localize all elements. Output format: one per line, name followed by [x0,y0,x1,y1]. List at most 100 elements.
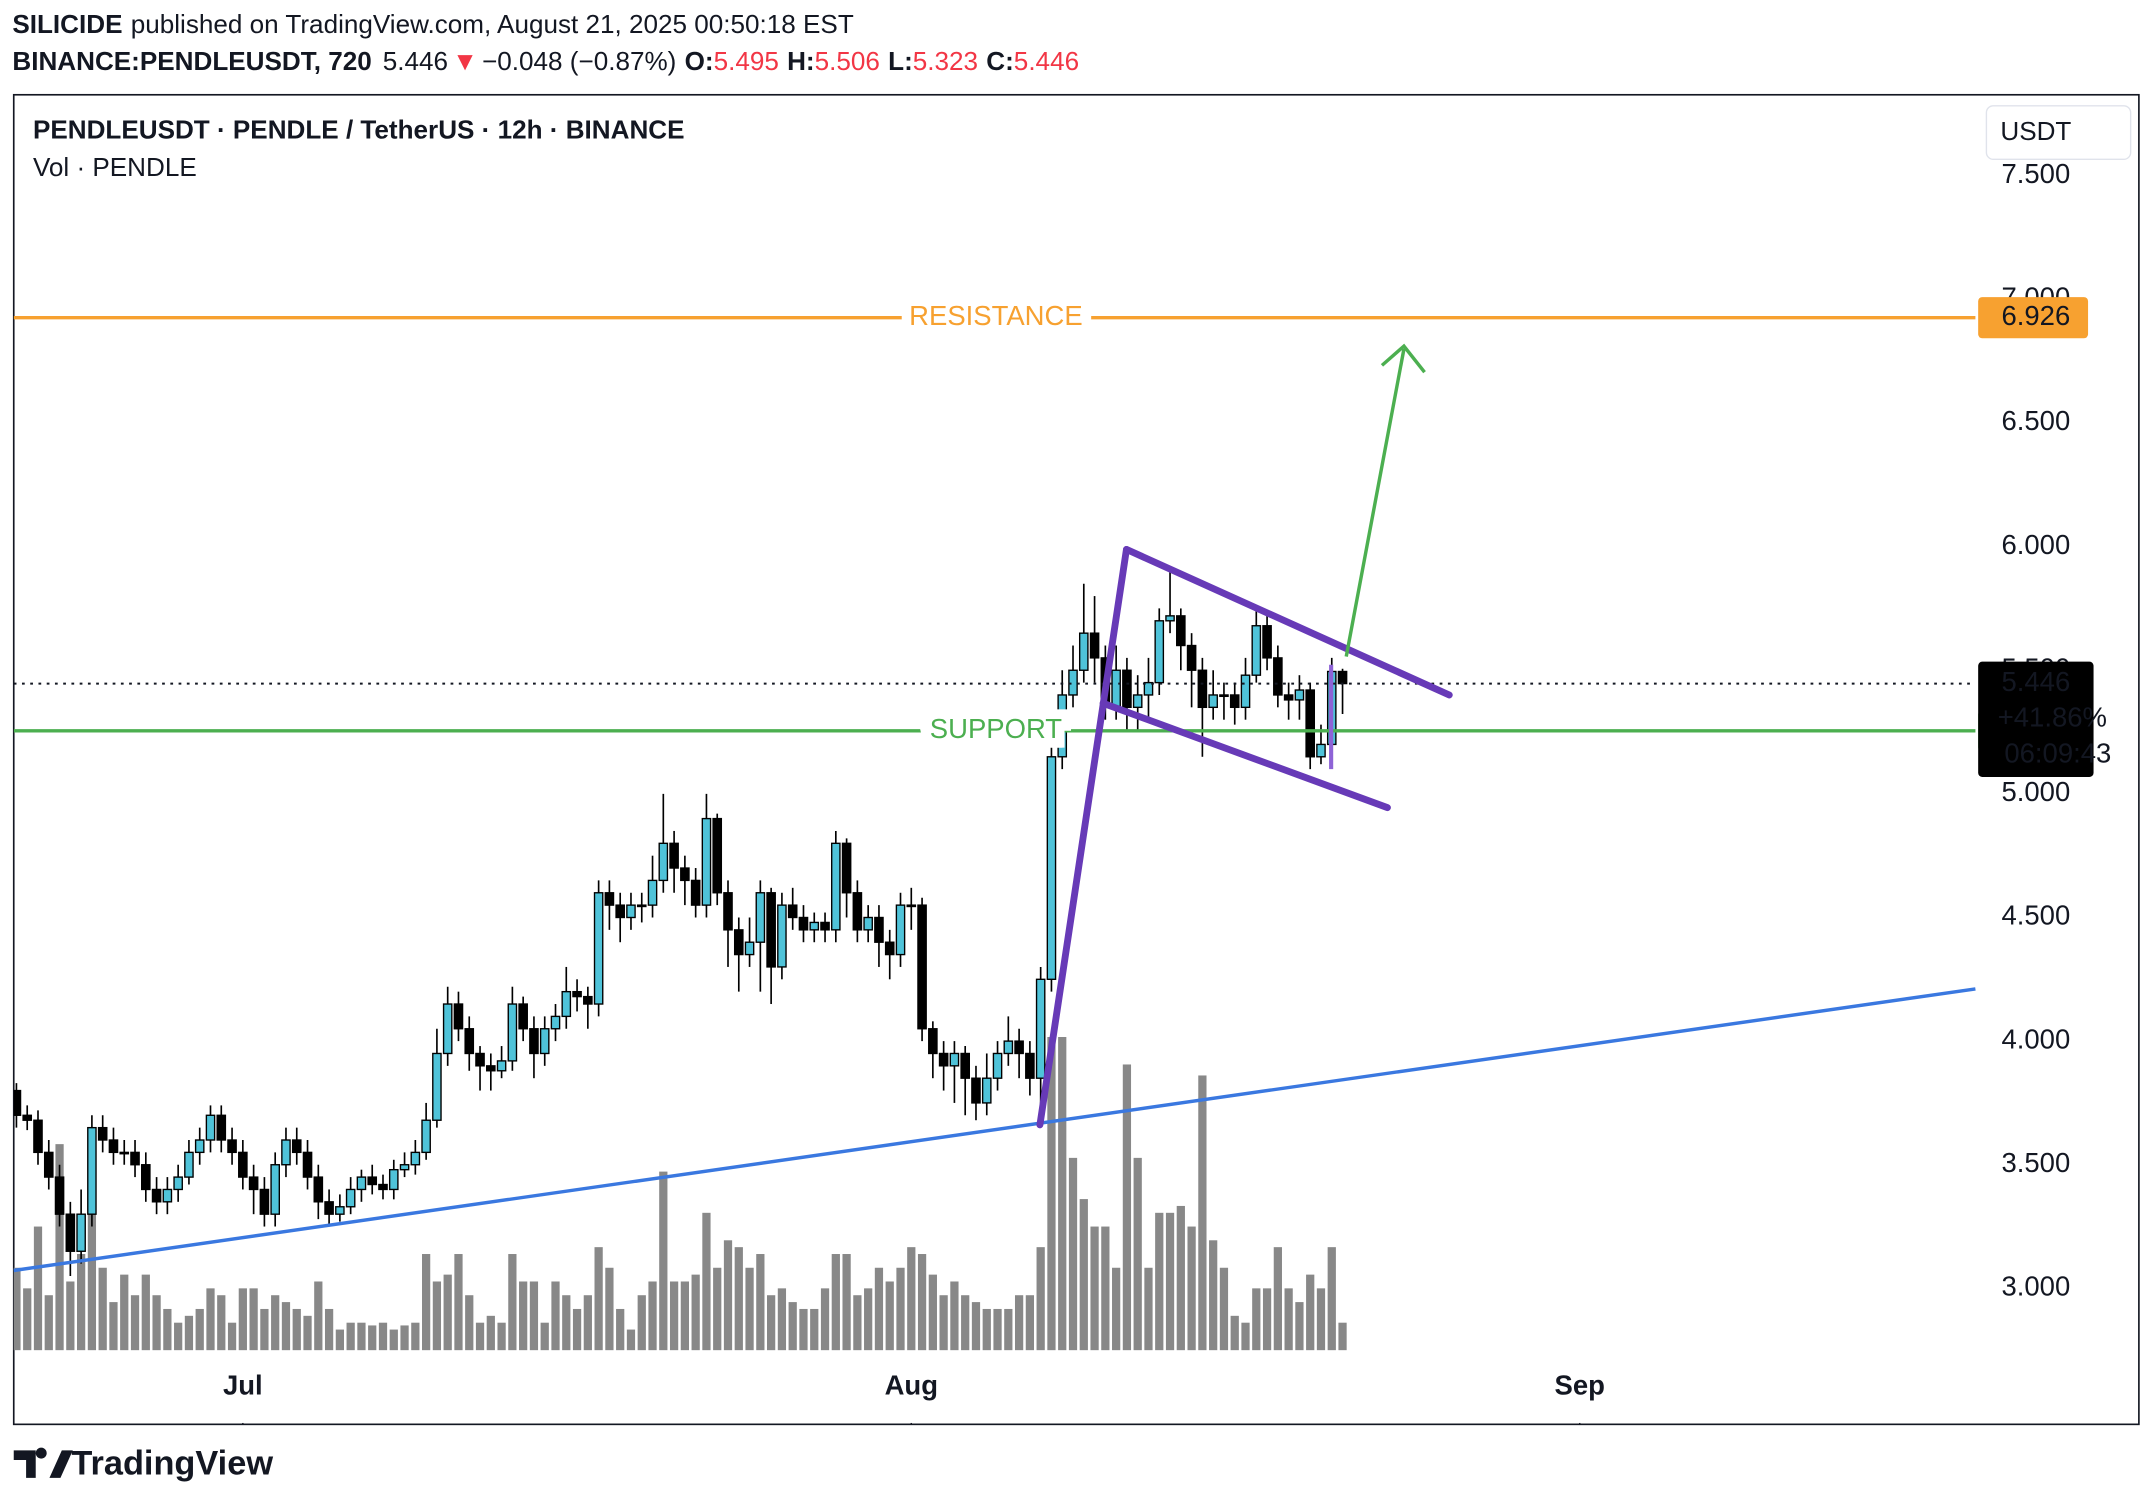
candle-body [248,1176,259,1191]
volume-bar [1079,1199,1088,1351]
volume-bar [195,1308,204,1351]
ohlc-value: 5.495 [714,46,779,76]
candle-body [755,892,766,943]
last-change-label: +41.86% [1998,702,2107,733]
candle-body [820,921,830,931]
volume-bar [756,1254,765,1351]
currency-label[interactable]: USDT [2000,116,2071,146]
level-label: SUPPORT [930,713,1063,744]
volume-bar [1144,1267,1153,1351]
candle-body [572,990,582,998]
candle-body [410,1151,421,1166]
volume-bar [702,1212,711,1351]
candle-body [550,1015,561,1030]
candle-body [345,1188,356,1208]
candle-body [518,1003,528,1030]
volume-bar [734,1247,743,1351]
volume-bar [227,1322,237,1351]
candle-body [335,1206,345,1215]
volume-bar [767,1295,776,1351]
volume-bar [928,1274,937,1351]
volume-bar [1327,1247,1336,1351]
volume-bar [1273,1247,1282,1351]
candle-body [669,842,679,869]
candle-body [130,1151,140,1166]
volume-bar [260,1308,269,1351]
volume-bar [853,1295,862,1351]
candle-body [486,1065,496,1072]
arrow-head [1380,343,1426,374]
candle-body [949,1052,960,1067]
volume-bar [1176,1205,1185,1351]
candle-body [1111,669,1121,709]
volume-bar [1338,1322,1347,1351]
volume-bar [87,1137,97,1351]
candle-body [378,1183,388,1191]
volume-bar [508,1254,517,1351]
candle-body [1143,681,1154,696]
y-tick-label: 7.500 [2001,158,2070,189]
volume-bar [163,1308,172,1351]
candle-body [227,1139,237,1154]
candle-body [636,904,647,908]
publish-line: SILICIDE published on TradingView.com, Au… [12,9,853,39]
volume-bar [1047,1037,1056,1351]
target-arrow [1344,348,1406,657]
candle-body [43,1151,54,1178]
volume-bar [1198,1075,1207,1351]
flag-pole [1036,545,1130,1129]
ohlc-value: 5.506 [815,46,880,76]
volume-bar [572,1308,582,1351]
flag-upper [1123,545,1453,699]
volume-bar [529,1281,539,1351]
volume-bar [324,1308,334,1351]
candle-body [184,1151,194,1178]
volume-bar [249,1288,258,1351]
candle-body [1240,674,1251,709]
candle-body [1154,620,1165,684]
volume-bar [314,1281,323,1351]
candle-body [259,1188,270,1215]
volume-bar [864,1288,873,1351]
candle-body [766,892,776,968]
candle-body [1283,694,1294,701]
candle-body [680,867,690,882]
volume-bar [971,1302,981,1351]
candle-body [141,1164,151,1191]
change: −0.048 (−0.87%) [482,46,676,76]
volume-bar [885,1281,894,1351]
volume-bar [486,1315,495,1351]
candle-body [831,842,841,931]
candle-body [777,904,787,968]
volume-bar [1101,1226,1110,1351]
candle-body [399,1164,410,1171]
candle-body [1014,1040,1024,1055]
volume-bar [896,1267,905,1351]
candle-body [65,1213,76,1252]
volume-bar [378,1322,388,1351]
candle-body [1089,632,1100,659]
ticker-line: BINANCE:PENDLEUSDT, 720 5.446 ▼ −0.048 (−0.… [12,46,1079,76]
candle-body [464,1028,475,1055]
symbol: BINANCE:PENDLEUSDT, 720 [12,46,371,76]
candle-body [1165,615,1175,622]
volume-bar [594,1247,603,1351]
volume-bar [1284,1288,1293,1351]
candle-body [712,817,723,894]
volume-bar [184,1315,194,1351]
volume-bar [540,1322,549,1351]
volume-bar [519,1281,528,1351]
volume-bar [141,1274,150,1351]
volume-bar [1090,1226,1099,1351]
volume-bar [1252,1288,1261,1351]
candle-body [733,929,744,956]
currency-button[interactable] [1985,105,2132,161]
volume-bar [605,1267,614,1351]
level-price: 6.926 [2001,300,2070,331]
candle-body [33,1119,43,1154]
candle-body [76,1213,86,1252]
volume-bar [335,1329,344,1351]
candle-body [874,916,884,943]
candle-body [87,1126,97,1215]
